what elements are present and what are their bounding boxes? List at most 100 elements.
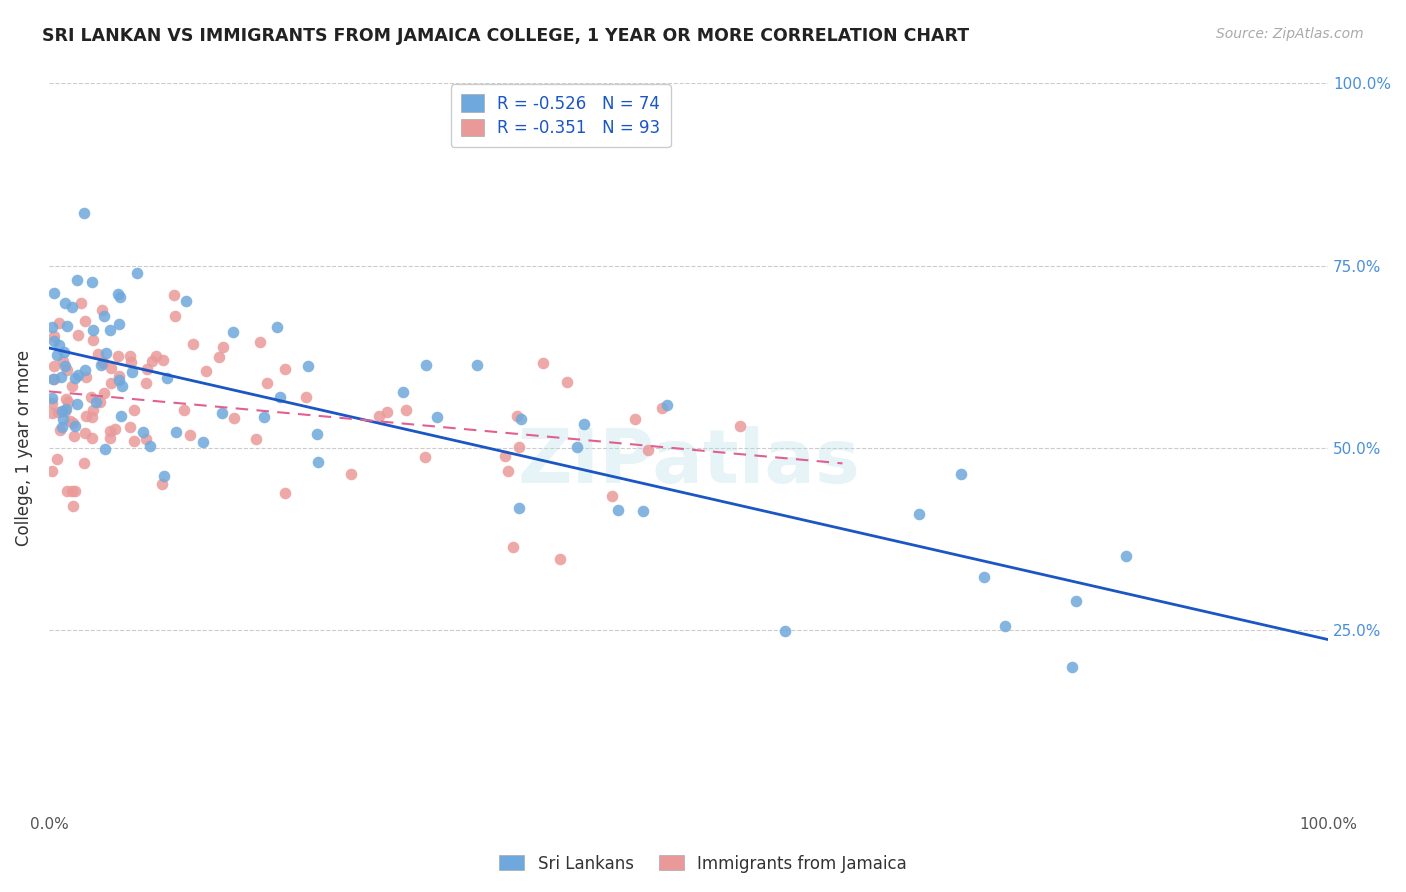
- Point: [63, 484, 86, 499]
- Point: [141, 354, 163, 368]
- Point: [368, 409, 391, 424]
- Point: [108, 317, 131, 331]
- Point: [44, 359, 66, 374]
- Point: [273, 486, 295, 500]
- Point: [98, 424, 121, 438]
- Point: [222, 411, 245, 425]
- Point: [775, 624, 797, 638]
- Point: [508, 501, 530, 516]
- Point: [121, 365, 143, 379]
- Y-axis label: College, 1 year or more: College, 1 year or more: [15, 350, 32, 546]
- Point: [307, 455, 329, 469]
- Point: [94, 442, 117, 457]
- Point: [222, 325, 245, 339]
- Legend: R = -0.526   N = 74, R = -0.351   N = 93: R = -0.526 N = 74, R = -0.351 N = 93: [451, 85, 671, 147]
- Point: [42, 329, 65, 343]
- Point: [48, 405, 70, 419]
- Point: [950, 467, 973, 481]
- Point: [1062, 659, 1084, 673]
- Point: [207, 351, 229, 365]
- Point: [274, 362, 297, 376]
- Point: [728, 418, 751, 433]
- Point: [51, 420, 73, 434]
- Point: [165, 425, 187, 439]
- Point: [51, 404, 73, 418]
- Point: [80, 410, 103, 425]
- Point: [651, 401, 673, 415]
- Point: [107, 350, 129, 364]
- Text: ZIPatlas: ZIPatlas: [517, 426, 860, 499]
- Point: [269, 390, 291, 404]
- Point: [110, 409, 132, 423]
- Point: [150, 477, 173, 491]
- Point: [994, 619, 1017, 633]
- Point: [41, 464, 63, 478]
- Point: [82, 431, 104, 445]
- Text: Source: ZipAtlas.com: Source: ZipAtlas.com: [1216, 27, 1364, 41]
- Point: [1115, 549, 1137, 563]
- Point: [73, 426, 96, 441]
- Point: [73, 314, 96, 328]
- Point: [45, 451, 67, 466]
- Point: [93, 309, 115, 323]
- Point: [465, 358, 488, 372]
- Point: [49, 369, 72, 384]
- Point: [631, 503, 654, 517]
- Point: [510, 412, 533, 426]
- Point: [48, 338, 70, 352]
- Point: [93, 385, 115, 400]
- Point: [152, 353, 174, 368]
- Point: [41, 406, 63, 420]
- Point: [98, 431, 121, 445]
- Point: [82, 275, 104, 289]
- Point: [377, 405, 399, 419]
- Point: [65, 371, 87, 385]
- Point: [135, 376, 157, 390]
- Point: [91, 355, 114, 369]
- Point: [41, 396, 63, 410]
- Point: [87, 347, 110, 361]
- Point: [91, 303, 114, 318]
- Point: [152, 468, 174, 483]
- Point: [602, 489, 624, 503]
- Point: [266, 319, 288, 334]
- Point: [245, 432, 267, 446]
- Point: [415, 359, 437, 373]
- Point: [75, 370, 97, 384]
- Point: [48, 316, 70, 330]
- Point: [555, 375, 578, 389]
- Point: [122, 403, 145, 417]
- Point: [548, 552, 571, 566]
- Point: [44, 286, 66, 301]
- Point: [62, 500, 84, 514]
- Point: [66, 273, 89, 287]
- Point: [494, 449, 516, 463]
- Point: [340, 467, 363, 482]
- Point: [110, 379, 132, 393]
- Point: [163, 310, 186, 324]
- Point: [82, 403, 104, 417]
- Point: [295, 390, 318, 404]
- Point: [103, 422, 125, 436]
- Point: [98, 323, 121, 337]
- Point: [75, 409, 97, 423]
- Point: [181, 337, 204, 351]
- Point: [174, 293, 197, 308]
- Point: [145, 350, 167, 364]
- Point: [62, 416, 84, 430]
- Point: [253, 409, 276, 424]
- Point: [70, 296, 93, 310]
- Point: [256, 376, 278, 390]
- Point: [42, 372, 65, 386]
- Point: [413, 450, 436, 465]
- Point: [73, 205, 96, 219]
- Point: [108, 291, 131, 305]
- Point: [45, 348, 67, 362]
- Point: [79, 390, 101, 404]
- Point: [82, 334, 104, 348]
- Point: [82, 323, 104, 337]
- Point: [108, 368, 131, 383]
- Point: [249, 334, 271, 349]
- Point: [100, 361, 122, 376]
- Point: [49, 423, 72, 437]
